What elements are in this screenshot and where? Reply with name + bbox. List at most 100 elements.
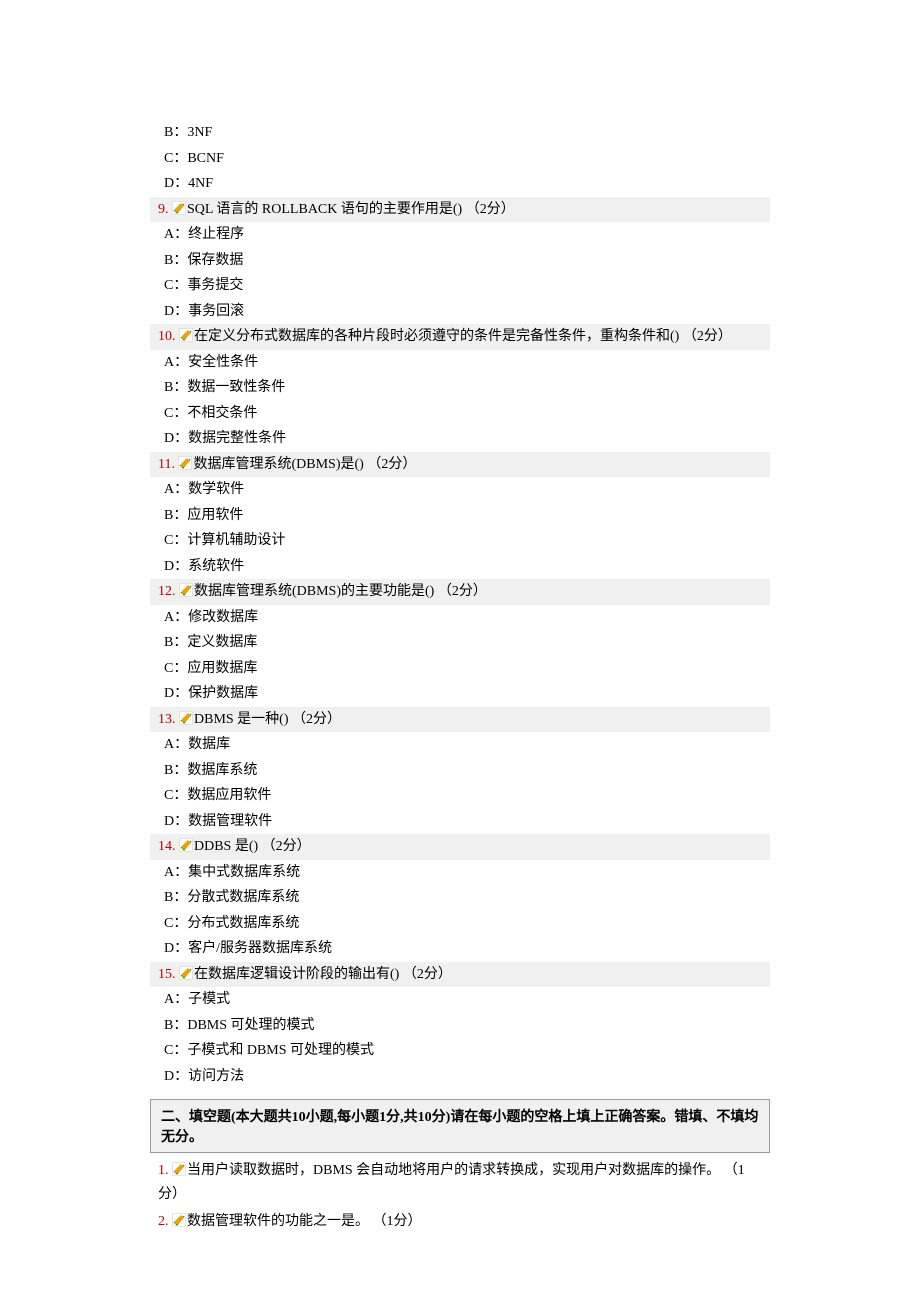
document-content: B：3NFC：BCNFD：4NF 9. SQL 语言的 ROLLBACK 语句的… xyxy=(0,0,920,1316)
question-text: 数据库管理系统(DBMS)是() xyxy=(193,457,363,472)
fill-question-text: 数据管理软件的功能之一是。 xyxy=(187,1214,369,1229)
option-label: A： xyxy=(164,737,188,752)
option-text: 定义数据库 xyxy=(187,635,257,650)
option-label: A： xyxy=(164,355,188,370)
question-text: SQL 语言的 ROLLBACK 语句的主要作用是() xyxy=(187,202,462,217)
option-text: 子模式 xyxy=(188,992,230,1007)
option-text: 事务提交 xyxy=(187,278,243,293)
question-points: （2分） xyxy=(438,584,487,599)
question-points: （2分） xyxy=(683,329,732,344)
question-text: 在数据库逻辑设计阶段的输出有() xyxy=(194,967,399,982)
question-line: 10. 在定义分布式数据库的各种片段时必须遵守的条件是完备性条件，重构条件和()… xyxy=(150,324,770,350)
option-label: C： xyxy=(164,661,187,676)
fill-question-line: 2. 数据管理软件的功能之一是。 （1分） xyxy=(150,1208,770,1236)
option-line: C：不相交条件 xyxy=(150,401,770,427)
option-text: 分布式数据库系统 xyxy=(187,916,299,931)
option-text: 3NF xyxy=(187,125,212,140)
edit-icon[interactable] xyxy=(178,455,192,469)
option-text: 数据完整性条件 xyxy=(188,431,286,446)
option-label: B： xyxy=(164,253,187,268)
edit-icon[interactable] xyxy=(179,710,193,724)
option-line: D：数据管理软件 xyxy=(150,809,770,835)
option-label: D： xyxy=(164,1069,188,1084)
option-label: C： xyxy=(164,406,187,421)
edit-icon[interactable] xyxy=(172,200,186,214)
option-label: D： xyxy=(164,814,188,829)
fill-question-points: （1分） xyxy=(373,1214,422,1229)
option-line: C：数据应用软件 xyxy=(150,783,770,809)
option-line: A：安全性条件 xyxy=(150,350,770,376)
option-text: 计算机辅助设计 xyxy=(187,533,285,548)
question-line: 13. DBMS 是一种() （2分） xyxy=(150,707,770,733)
option-line: D：事务回滚 xyxy=(150,299,770,325)
option-text: 客户/服务器数据库系统 xyxy=(188,941,332,956)
question-line: 15. 在数据库逻辑设计阶段的输出有() （2分） xyxy=(150,962,770,988)
option-line: B：3NF xyxy=(150,120,770,146)
edit-icon[interactable] xyxy=(172,1161,186,1175)
edit-icon[interactable] xyxy=(179,582,193,596)
question-number: 11. xyxy=(158,457,175,472)
option-text: DBMS 可处理的模式 xyxy=(187,1018,314,1033)
question-number: 13. xyxy=(158,712,176,727)
option-label: B： xyxy=(164,763,187,778)
option-label: B： xyxy=(164,380,187,395)
option-label: A： xyxy=(164,227,188,242)
option-label: D： xyxy=(164,304,188,319)
question-text: DBMS 是一种() xyxy=(194,712,289,727)
option-label: C： xyxy=(164,533,187,548)
option-line: C：子模式和 DBMS 可处理的模式 xyxy=(150,1038,770,1064)
option-label: D： xyxy=(164,559,188,574)
edit-icon[interactable] xyxy=(172,1212,186,1226)
option-line: B：DBMS 可处理的模式 xyxy=(150,1013,770,1039)
option-label: B： xyxy=(164,635,187,650)
option-label: D： xyxy=(164,431,188,446)
question-points: （2分） xyxy=(292,712,341,727)
question-line: 9. SQL 语言的 ROLLBACK 语句的主要作用是() （2分） xyxy=(150,197,770,223)
option-label: A： xyxy=(164,482,188,497)
option-line: B：数据一致性条件 xyxy=(150,375,770,401)
option-line: C：应用数据库 xyxy=(150,656,770,682)
option-line: B：保存数据 xyxy=(150,248,770,274)
option-text: 数据库 xyxy=(188,737,230,752)
question-points: （2分） xyxy=(367,457,416,472)
option-text: 系统软件 xyxy=(188,559,244,574)
option-line: D：数据完整性条件 xyxy=(150,426,770,452)
option-label: C： xyxy=(164,1043,187,1058)
option-line: D：访问方法 xyxy=(150,1064,770,1090)
option-label: B： xyxy=(164,890,187,905)
option-text: 安全性条件 xyxy=(188,355,258,370)
option-text: 数学软件 xyxy=(188,482,244,497)
edit-icon[interactable] xyxy=(179,837,193,851)
option-line: C：计算机辅助设计 xyxy=(150,528,770,554)
question-text: 在定义分布式数据库的各种片段时必须遵守的条件是完备性条件，重构条件和() xyxy=(194,329,679,344)
question-points: （2分） xyxy=(262,839,311,854)
option-text: 访问方法 xyxy=(188,1069,244,1084)
fill-question-number: 2. xyxy=(158,1214,169,1229)
option-line: C：BCNF xyxy=(150,146,770,172)
option-text: 数据一致性条件 xyxy=(187,380,285,395)
option-line: A：子模式 xyxy=(150,987,770,1013)
question-text: 数据库管理系统(DBMS)的主要功能是() xyxy=(194,584,434,599)
option-text: 应用软件 xyxy=(187,508,243,523)
option-label: D： xyxy=(164,686,188,701)
option-text: 保存数据 xyxy=(187,253,243,268)
question-number: 10. xyxy=(158,329,176,344)
option-line: B：应用软件 xyxy=(150,503,770,529)
option-label: B： xyxy=(164,1018,187,1033)
option-text: BCNF xyxy=(187,151,224,166)
edit-icon[interactable] xyxy=(179,327,193,341)
option-label: B： xyxy=(164,125,187,140)
option-text: 保护数据库 xyxy=(188,686,258,701)
option-line: D：系统软件 xyxy=(150,554,770,580)
option-text: 数据应用软件 xyxy=(187,788,271,803)
option-text: 不相交条件 xyxy=(187,406,257,421)
option-text: 分散式数据库系统 xyxy=(187,890,299,905)
question-number: 12. xyxy=(158,584,176,599)
option-label: A： xyxy=(164,865,188,880)
option-text: 子模式和 DBMS 可处理的模式 xyxy=(187,1043,374,1058)
option-line: A：集中式数据库系统 xyxy=(150,860,770,886)
option-label: D： xyxy=(164,941,188,956)
question-number: 14. xyxy=(158,839,176,854)
edit-icon[interactable] xyxy=(179,965,193,979)
option-label: C： xyxy=(164,278,187,293)
